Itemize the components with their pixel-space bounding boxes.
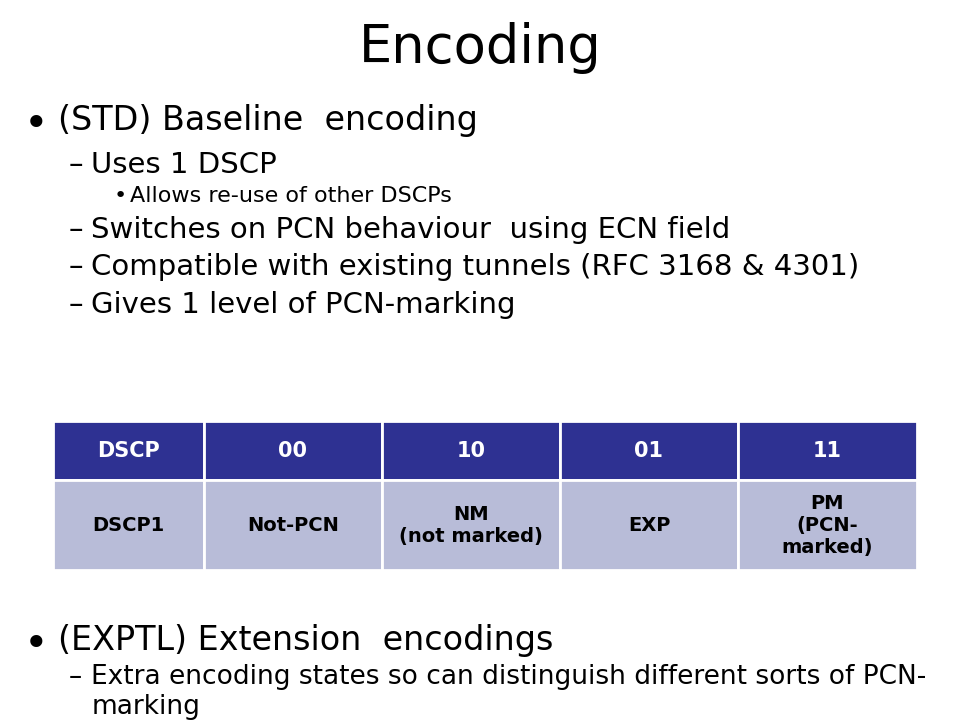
Text: 01: 01 bbox=[635, 441, 663, 461]
Text: –: – bbox=[69, 151, 84, 179]
Text: •: • bbox=[24, 104, 49, 146]
Bar bbox=[382, 421, 560, 480]
Text: Compatible with existing tunnels (RFC 3168 & 4301): Compatible with existing tunnels (RFC 31… bbox=[91, 253, 859, 282]
Text: Allows re-use of other DSCPs: Allows re-use of other DSCPs bbox=[130, 186, 451, 206]
Text: –: – bbox=[69, 291, 84, 319]
Text: (EXPTL) Extension  encodings: (EXPTL) Extension encodings bbox=[58, 624, 553, 657]
Text: –: – bbox=[69, 664, 83, 690]
Text: Switches on PCN behaviour  using ECN field: Switches on PCN behaviour using ECN fiel… bbox=[91, 216, 731, 244]
Text: 11: 11 bbox=[813, 441, 842, 461]
Text: 10: 10 bbox=[456, 441, 486, 461]
Text: (STD) Baseline  encoding: (STD) Baseline encoding bbox=[58, 104, 477, 138]
Text: –: – bbox=[69, 253, 84, 282]
Text: Extra encoding states so can distinguish different sorts of PCN-
marking: Extra encoding states so can distinguish… bbox=[91, 664, 926, 720]
Bar bbox=[204, 421, 382, 480]
Bar bbox=[560, 421, 738, 480]
Text: Encoding: Encoding bbox=[359, 22, 601, 73]
Text: Uses 1 DSCP: Uses 1 DSCP bbox=[91, 151, 276, 179]
Text: Gives 1 level of PCN-marking: Gives 1 level of PCN-marking bbox=[91, 291, 516, 319]
Bar bbox=[560, 480, 738, 570]
Text: DSCP: DSCP bbox=[97, 441, 159, 461]
Text: Not-PCN: Not-PCN bbox=[247, 516, 339, 535]
Text: PM
(PCN-
marked): PM (PCN- marked) bbox=[781, 494, 874, 557]
Text: •: • bbox=[24, 624, 49, 666]
Bar bbox=[382, 480, 560, 570]
Bar bbox=[738, 480, 917, 570]
Bar bbox=[53, 480, 204, 570]
Text: –: – bbox=[69, 216, 84, 244]
Text: EXP: EXP bbox=[628, 516, 670, 535]
Text: DSCP1: DSCP1 bbox=[92, 516, 164, 535]
Text: •: • bbox=[113, 186, 127, 206]
Bar bbox=[204, 480, 382, 570]
Text: 00: 00 bbox=[278, 441, 307, 461]
Text: NM
(not marked): NM (not marked) bbox=[399, 505, 543, 546]
Bar bbox=[53, 421, 204, 480]
Bar bbox=[738, 421, 917, 480]
